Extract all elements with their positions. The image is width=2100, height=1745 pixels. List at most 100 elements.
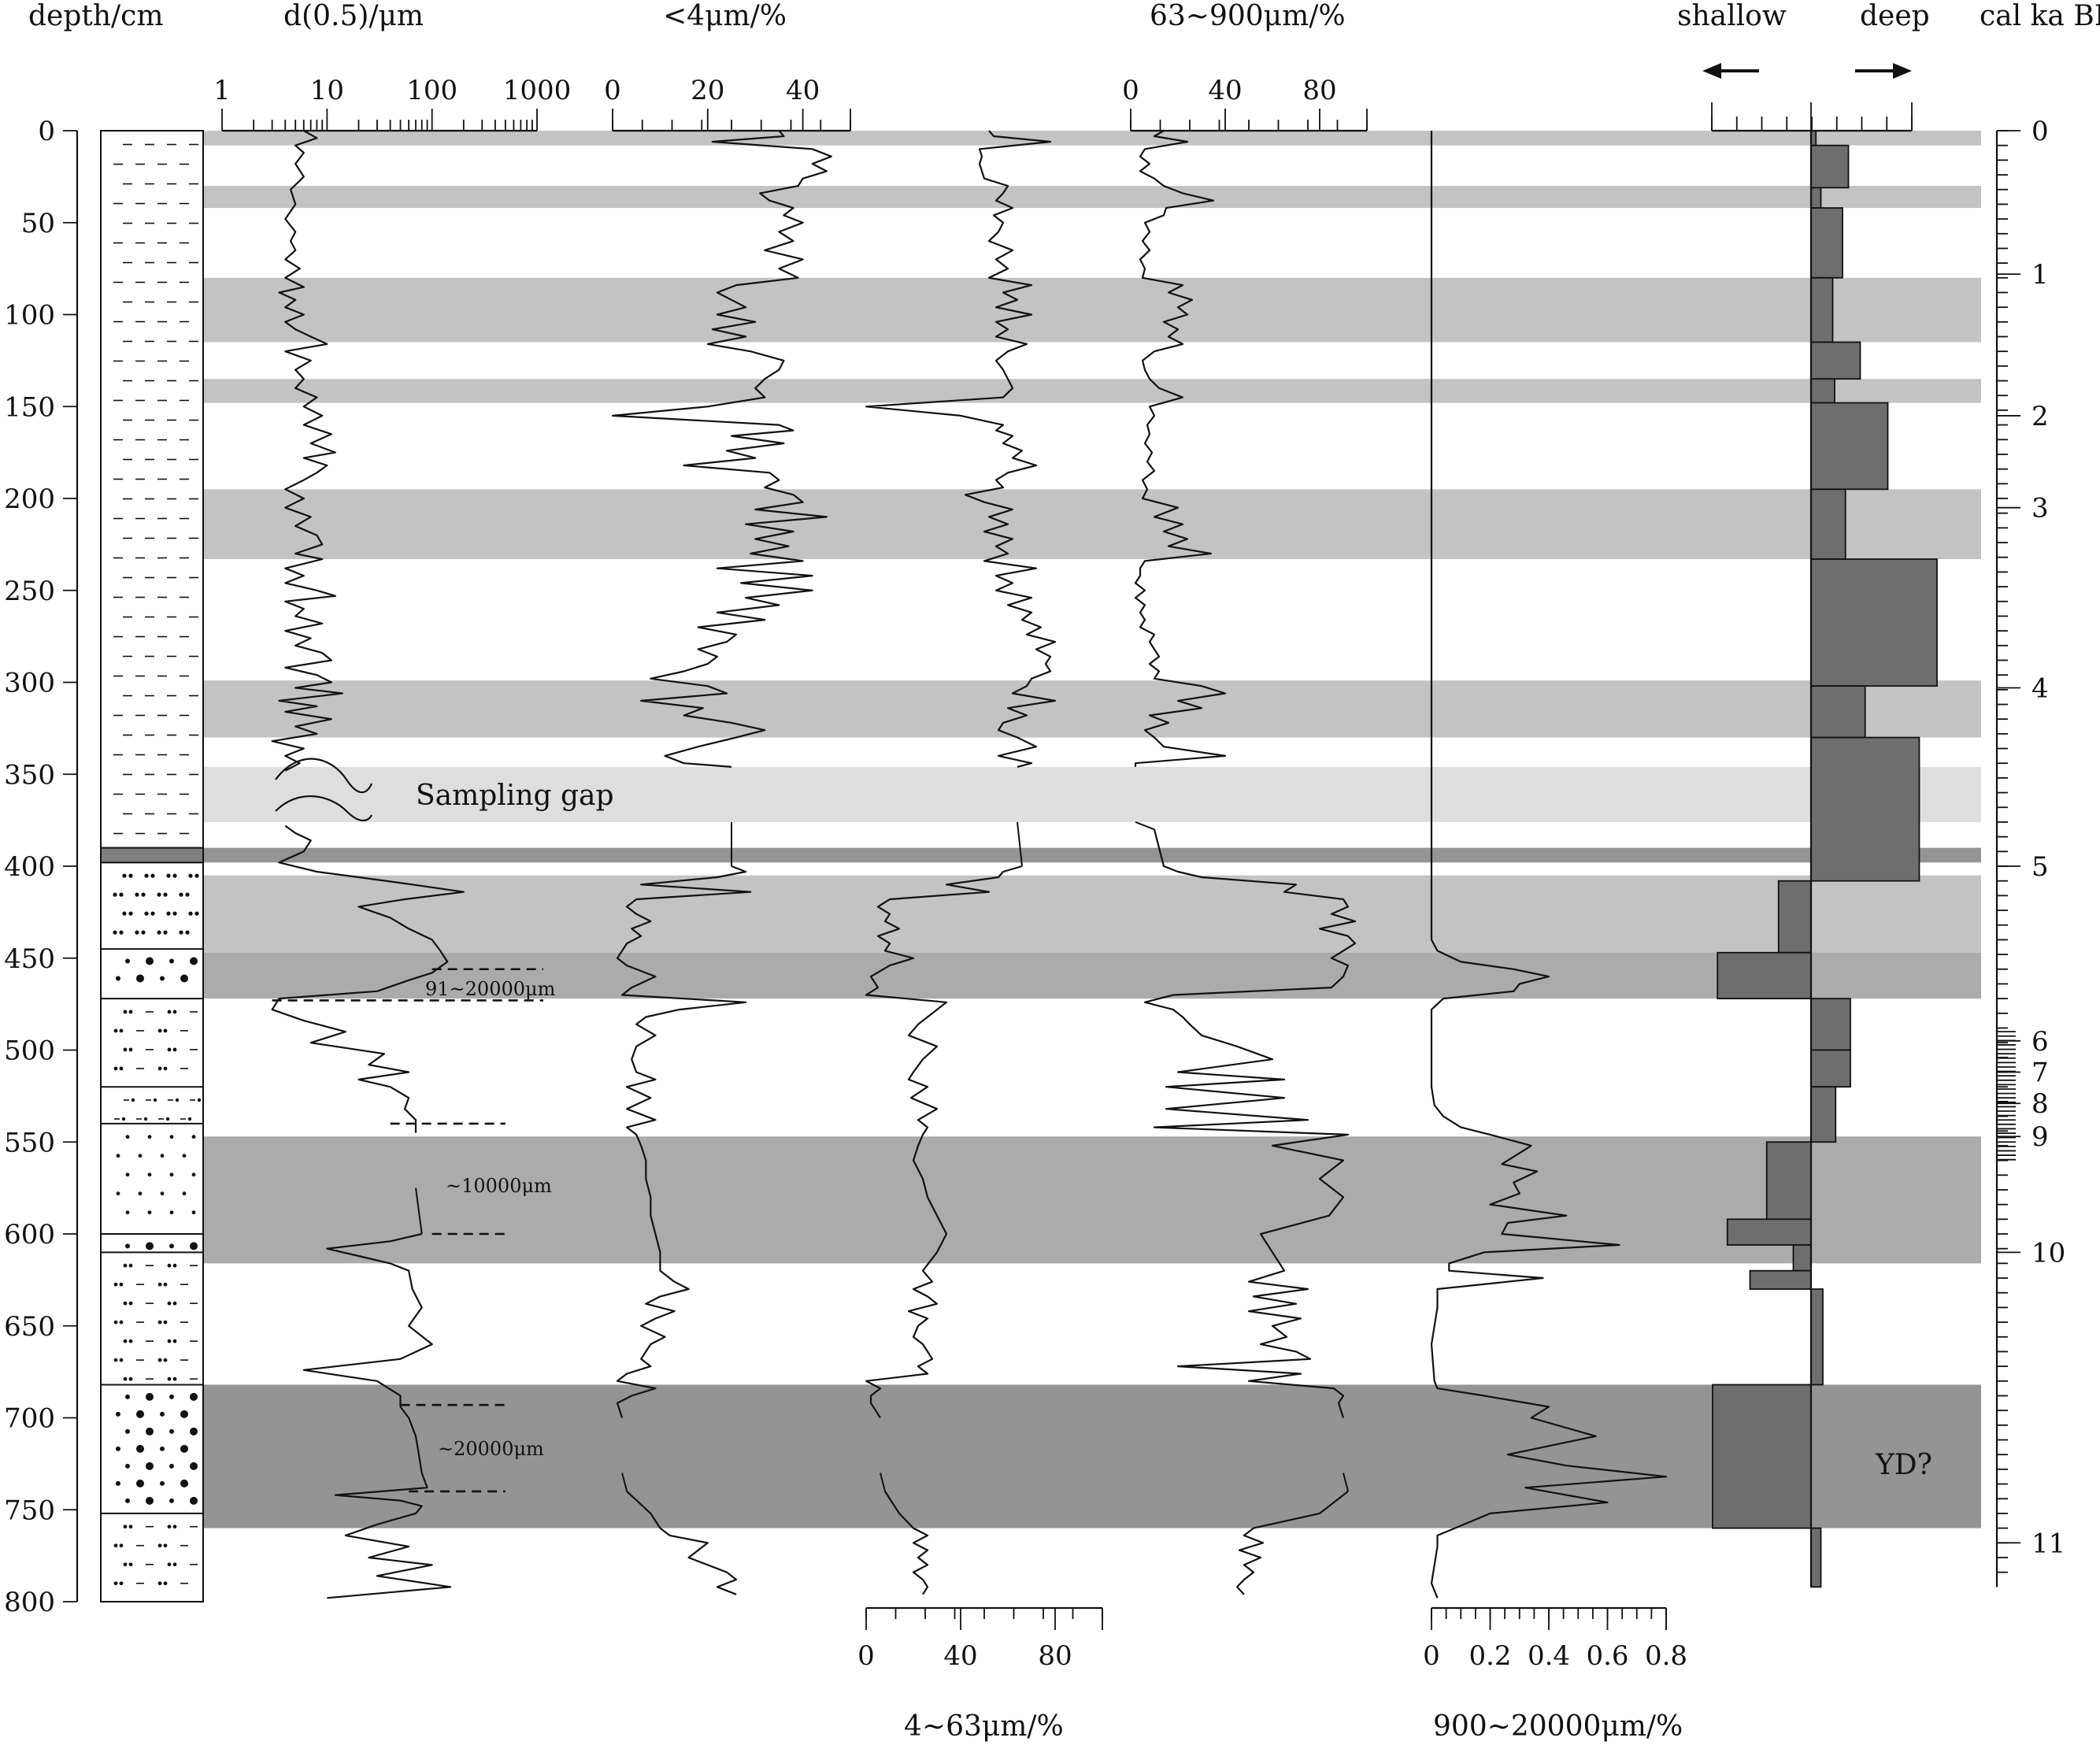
lithology-dot: [157, 892, 161, 897]
lithology-dot: [119, 930, 124, 935]
gap-connector: [1017, 821, 1023, 867]
age-tick-label: 2: [2031, 401, 2049, 432]
lithology-pebble: [136, 1444, 144, 1453]
depth-tick-label: 650: [4, 1311, 55, 1343]
series-tick-label: 0: [604, 75, 621, 106]
lithology-dot: [179, 892, 183, 897]
water-depth-bar: [1810, 488, 1846, 560]
water-depth-bar: [1749, 1269, 1812, 1290]
lithology-dot: [123, 1562, 128, 1567]
depth-tick-label: 700: [4, 1403, 55, 1435]
lithology-pebble: [116, 1480, 120, 1486]
shallow-arrow-head: [1702, 63, 1721, 79]
lithology-dot: [194, 873, 199, 878]
lithology-dot: [163, 1028, 168, 1033]
lithology-dot: [113, 892, 117, 897]
series-tick-label: 0.8: [1645, 1640, 1687, 1672]
lithology-pebble: [136, 1479, 144, 1488]
lithology-pebble: [169, 1243, 174, 1249]
lithology-pebble: [146, 1392, 154, 1401]
series-line: [865, 130, 1057, 768]
depth-tick-label: 350: [4, 759, 55, 791]
lithology-pebble: [169, 1463, 174, 1469]
depth-tick-label: 450: [4, 943, 55, 975]
lithology-dot: [123, 1010, 128, 1014]
lithology-frame: [100, 130, 204, 1602]
lithology-dot: [182, 1191, 187, 1196]
lithology-dot: [157, 1028, 162, 1033]
sand-axis-title: 63~900μm/%: [1150, 0, 1346, 32]
lithology-pebble: [146, 1462, 154, 1470]
lithology-dot: [172, 1376, 177, 1381]
lithology-dot: [119, 1066, 124, 1071]
lithology-dot: [167, 1010, 172, 1014]
water-depth-bars: [1712, 130, 1938, 1588]
gap-connector: [1135, 821, 1155, 831]
lithology-dot: [128, 1562, 133, 1567]
shaded-bands: [101, 131, 1981, 1528]
lithology-pebble: [160, 1480, 165, 1486]
series-curves: [271, 130, 1668, 1599]
water-depth-bar: [1810, 685, 1866, 739]
depth-axis-title: depth/cm: [28, 0, 163, 32]
lithology-dot: [128, 1339, 133, 1343]
lithology-dot: [135, 930, 139, 935]
lithology-dot: [144, 873, 149, 878]
lithology-pebble: [125, 1463, 130, 1469]
gravel-axis-title: 900~20000μm/%: [1433, 1710, 1683, 1743]
series-line: [1235, 1491, 1349, 1595]
lithology-dot: [167, 1339, 172, 1343]
grain-size-annotation-2: ~10000μm: [446, 1175, 552, 1197]
band-light: [203, 277, 1981, 343]
series-tick-label: 40: [786, 75, 820, 106]
lithology-dot: [122, 873, 127, 878]
series-tick-label: 40: [943, 1640, 977, 1672]
band-light: [203, 131, 1981, 146]
lithology-pebble: [116, 1411, 120, 1417]
lithology-pebble: [146, 957, 154, 965]
water-depth-bar: [1810, 402, 1889, 491]
series-tick-label: 0.4: [1528, 1640, 1570, 1672]
series-line: [1134, 130, 1227, 767]
band-light: [203, 680, 1981, 738]
water-depth-bar: [1792, 1244, 1812, 1272]
water-depth-bar: [1810, 187, 1822, 209]
lithology-dot: [125, 1210, 130, 1215]
series-tick-label: 100: [406, 75, 457, 106]
lithology-pebble: [190, 1242, 198, 1250]
lithology-dot: [128, 1263, 133, 1268]
age-tick-label: 3: [2031, 493, 2049, 524]
series-line: [1143, 829, 1357, 1418]
lithology-dot: [187, 1117, 192, 1121]
water-depth-bar: [1810, 1049, 1851, 1088]
lithology-dot: [167, 1376, 172, 1381]
lithology-pebble: [180, 1444, 188, 1453]
lithology-dot: [188, 911, 193, 916]
lithology-dot: [125, 1135, 130, 1139]
lithology-dot: [185, 892, 190, 897]
water-depth-bar: [1726, 1218, 1812, 1246]
lithology-dot: [167, 1047, 172, 1052]
lithology-dot: [191, 1135, 196, 1139]
lithology-dot: [166, 911, 171, 916]
lithology-dot: [175, 1098, 180, 1102]
water-depth-bar: [1810, 1288, 1824, 1386]
age-tick-label: 0: [2031, 116, 2049, 147]
lithology-dot: [172, 911, 177, 916]
lithology-dot: [113, 1320, 118, 1324]
gap-connector: [621, 1473, 628, 1492]
band-medium: [203, 952, 1981, 999]
water-depth-bar: [1810, 378, 1835, 404]
age-tick-label: 5: [2031, 851, 2049, 883]
lithology-dot: [157, 1543, 162, 1548]
lithology-dot: [128, 911, 133, 916]
lithology-dot: [123, 1376, 128, 1381]
depth-tick-label: 0: [38, 116, 55, 147]
lithology-pebble: [160, 1411, 165, 1417]
lithology-pebble: [160, 1446, 165, 1451]
lithology-dot: [160, 1191, 165, 1196]
series-tick-label: 0: [1423, 1640, 1440, 1672]
lithology-dot: [119, 1282, 124, 1287]
lithology-pebble: [116, 1446, 120, 1451]
depth-tick-label: 300: [4, 668, 55, 699]
